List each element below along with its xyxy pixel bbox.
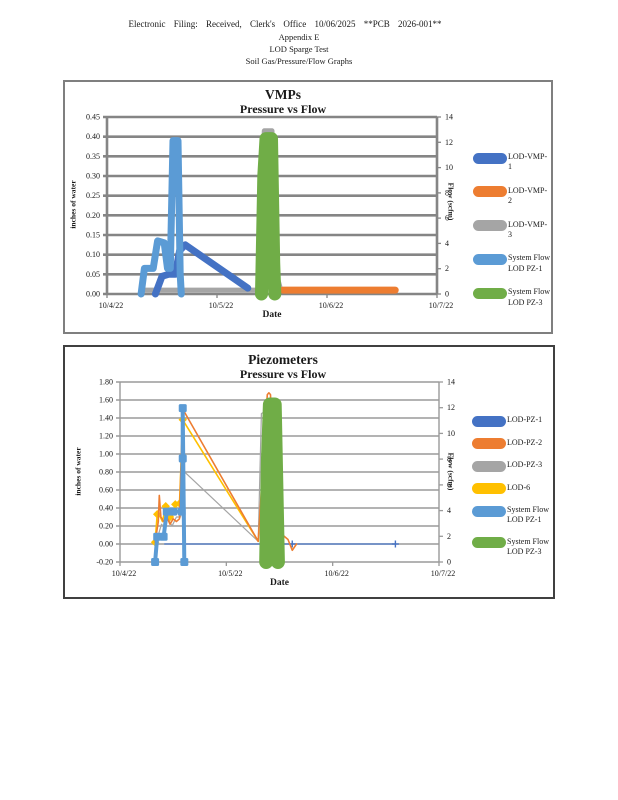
svg-text:6: 6 — [445, 214, 449, 223]
chart-subtitle: Pressure vs Flow — [239, 102, 327, 116]
x-axis-title: Date — [270, 578, 289, 588]
svg-text:10/5/22: 10/5/22 — [209, 301, 233, 310]
svg-text:0.20: 0.20 — [86, 211, 100, 220]
svg-text:0.30: 0.30 — [86, 172, 100, 181]
x-axis-title: Date — [262, 310, 282, 320]
test-title: LOD Sparge Test — [269, 44, 329, 54]
svg-text:4: 4 — [445, 239, 449, 248]
svg-text:1.80: 1.80 — [99, 378, 113, 387]
svg-text:10/4/22: 10/4/22 — [99, 301, 123, 310]
legend-label: LOD-PZ-2 — [507, 437, 543, 447]
legend-item: System Flow LOD PZ-1 — [473, 253, 551, 274]
legend-item: System Flow LOD PZ-3 — [472, 537, 549, 558]
legend-label: LOD-VMP-2 — [508, 185, 548, 206]
svg-text:10: 10 — [445, 163, 453, 172]
legend-item: LOD-VMP-3 — [473, 220, 551, 241]
svg-text:0.35: 0.35 — [86, 152, 100, 161]
svg-text:12: 12 — [445, 138, 453, 147]
svg-text:10/7/22: 10/7/22 — [429, 301, 453, 310]
legend-item: LOD-VMP-1 — [473, 152, 551, 173]
svg-text:10/6/22: 10/6/22 — [319, 301, 343, 310]
svg-text:0.05: 0.05 — [86, 270, 100, 279]
svg-text:0.40: 0.40 — [99, 504, 113, 513]
svg-text:0.00: 0.00 — [99, 540, 113, 549]
svg-text:0.40: 0.40 — [86, 132, 100, 141]
svg-text:10/4/22: 10/4/22 — [112, 569, 136, 578]
right-axis-title: Flow (scfm) — [446, 452, 456, 491]
legend-label: System Flow LOD PZ-3 — [508, 287, 551, 307]
svg-text:0.15: 0.15 — [86, 231, 100, 240]
svg-text:8: 8 — [445, 188, 449, 197]
svg-text:10/6/22: 10/6/22 — [324, 569, 348, 578]
chart-subtitle: Pressure vs Flow — [239, 367, 327, 381]
svg-text:14: 14 — [445, 113, 453, 122]
legend-item: System Flow LOD PZ-1 — [472, 505, 549, 526]
legend-label: LOD-PZ-3 — [507, 460, 543, 469]
svg-text:0.20: 0.20 — [99, 522, 113, 531]
svg-text:0.60: 0.60 — [99, 486, 113, 495]
legend-swatch — [472, 483, 506, 494]
legend-swatch — [472, 438, 506, 449]
svg-text:14: 14 — [447, 378, 455, 387]
legend-swatch — [472, 415, 506, 427]
legend-swatch — [473, 253, 507, 265]
legend-item: LOD-VMP-2 — [473, 186, 551, 207]
legend-label: LOD-VMP-3 — [508, 219, 548, 239]
svg-text:0.00: 0.00 — [86, 290, 100, 299]
chart-title: VMPs — [265, 87, 301, 102]
legend-item: System Flow LOD PZ-3 — [473, 287, 551, 308]
svg-text:6: 6 — [447, 480, 451, 489]
svg-text:0.10: 0.10 — [86, 250, 100, 259]
piezometers-chart-svg: -0.20 0.00 0.20 0.40 0.60 0.80 1.00 1.20 1.40 1.6… — [96, 378, 455, 579]
svg-text:1.00: 1.00 — [99, 450, 113, 459]
svg-text:0: 0 — [445, 290, 449, 299]
legend-swatch — [472, 460, 506, 472]
svg-text:2: 2 — [447, 532, 451, 541]
legend-swatch — [473, 186, 507, 198]
legend-swatch — [473, 220, 507, 232]
left-axis-title: inches of water — [68, 180, 78, 229]
vmps-chart-svg: 0.00 0.05 0.10 0.15 0.20 0.25 0.30 0.35 0.40 0.45… — [86, 113, 453, 311]
legend-swatch — [473, 287, 507, 299]
left-axis-title: inches of water — [73, 447, 83, 496]
svg-text:0.45: 0.45 — [86, 113, 100, 122]
filing-header: Electronic Filing: Received, Clerk's Off… — [128, 19, 442, 29]
svg-text:-0.20: -0.20 — [96, 558, 113, 567]
appendix-title: Appendix E — [278, 32, 320, 42]
vmps-chart-box: 0.00 0.05 0.10 0.15 0.20 0.25 0.30 0.35 0.40 0.45… — [63, 80, 553, 334]
legend-swatch — [473, 152, 507, 164]
right-axis-title: Flow (scfm) — [446, 182, 456, 221]
svg-text:10/7/22: 10/7/22 — [431, 569, 455, 578]
svg-text:1.20: 1.20 — [99, 432, 113, 441]
legend-label: LOD-VMP-1 — [508, 152, 548, 172]
svg-text:1.60: 1.60 — [99, 396, 113, 405]
svg-text:12: 12 — [447, 403, 455, 412]
legend-item: LOD-PZ-1 — [472, 415, 549, 427]
legend-label: System Flow LOD PZ-1 — [507, 505, 550, 525]
legend-label: System Flow LOD PZ-3 — [507, 536, 550, 557]
legend-label: System Flow LOD PZ-1 — [508, 253, 551, 273]
svg-text:10: 10 — [447, 429, 455, 438]
graphs-title: Soil Gas/Pressure/Flow Graphs — [245, 56, 353, 66]
svg-text:0.80: 0.80 — [99, 468, 113, 477]
svg-text:2: 2 — [445, 264, 449, 273]
legend-label: LOD-PZ-1 — [507, 415, 543, 424]
legend-label: LOD-6 — [507, 482, 531, 492]
svg-text:4: 4 — [447, 506, 451, 515]
svg-text:1.40: 1.40 — [99, 414, 113, 423]
legend-swatch — [472, 505, 506, 517]
svg-text:0: 0 — [447, 558, 451, 567]
legend-item: LOD-PZ-2 — [472, 437, 549, 449]
piezometers-chart-box: -0.20 0.00 0.20 0.40 0.60 0.80 1.00 1.20 1.40 1.6… — [63, 345, 555, 599]
chart-legend: LOD-PZ-1 LOD-PZ-2 LOD-PZ-3 LOD-6 System Flow… — [472, 415, 549, 558]
chart-title: Piezometers — [248, 352, 318, 367]
svg-text:8: 8 — [447, 455, 451, 464]
legend-item: LOD-6 — [472, 482, 549, 494]
svg-text:10/5/22: 10/5/22 — [218, 569, 242, 578]
svg-text:0.25: 0.25 — [86, 191, 100, 200]
legend-item: LOD-PZ-3 — [472, 460, 549, 472]
chart-legend: LOD-VMP-1 LOD-VMP-2 LOD-VMP-3 System Flow L… — [473, 152, 551, 308]
legend-swatch — [472, 537, 506, 549]
